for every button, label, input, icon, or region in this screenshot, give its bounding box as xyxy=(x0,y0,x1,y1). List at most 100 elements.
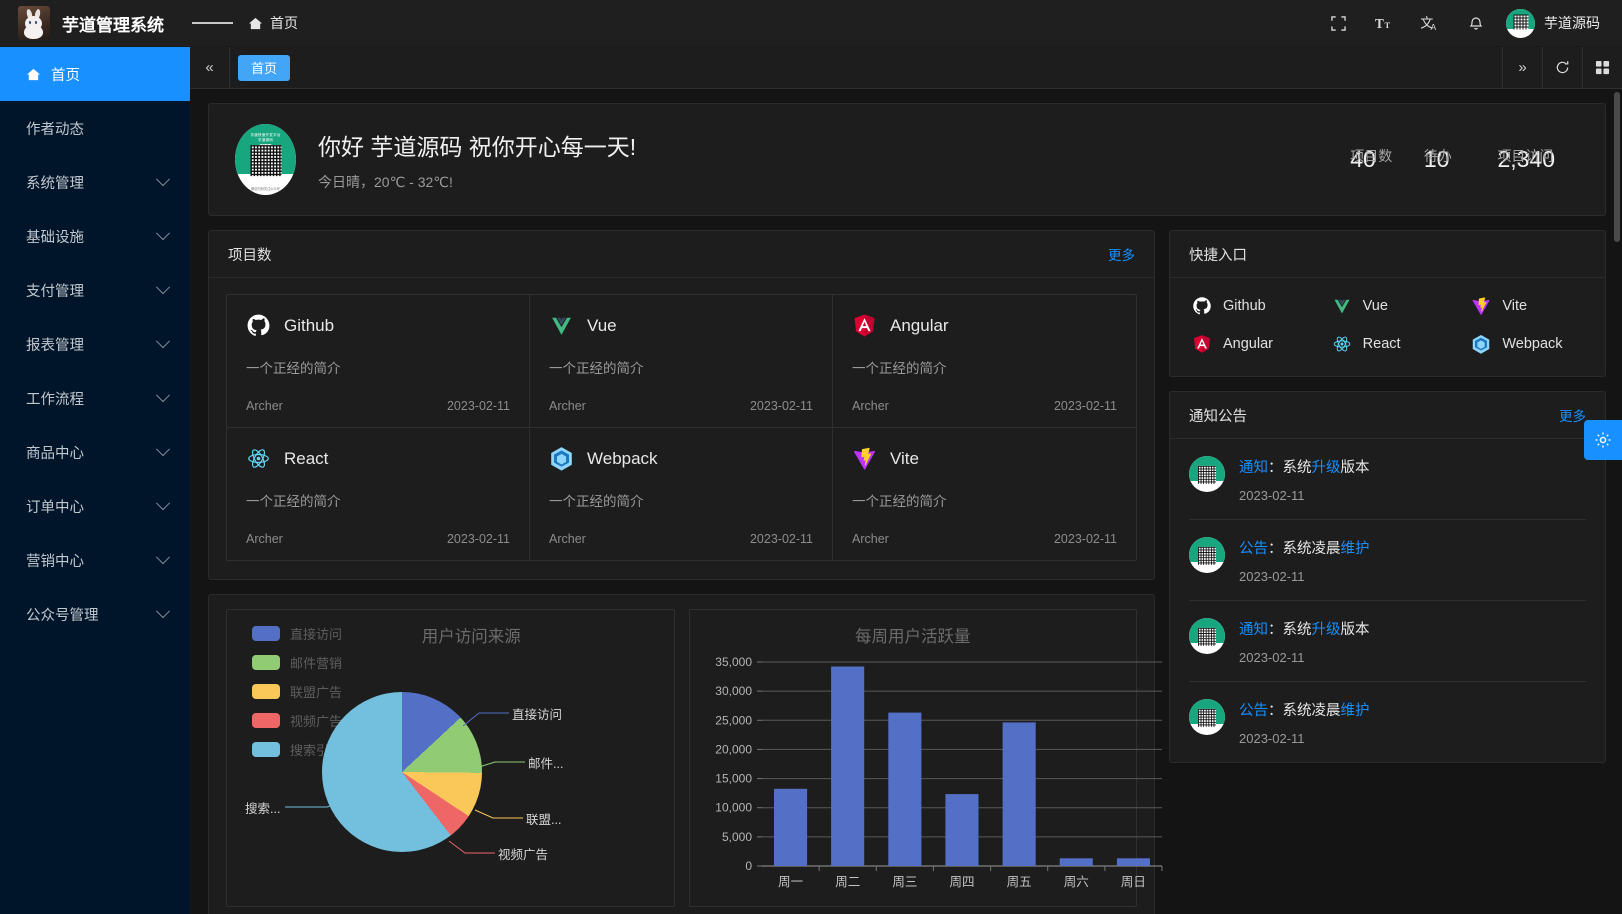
refresh-icon[interactable] xyxy=(1542,47,1582,88)
notice-avatar xyxy=(1189,618,1225,654)
project-card[interactable]: Vue 一个正经的简介 Archer 2023-02-11 xyxy=(530,295,833,428)
pie-legend-item[interactable]: 直接访问 xyxy=(252,624,342,643)
sidebar-item-label: 系统管理 xyxy=(26,175,84,192)
notice-item[interactable]: 公告：系统凌晨维护 2023-02-11 xyxy=(1189,682,1586,762)
project-date: 2023-02-11 xyxy=(749,532,813,546)
project-desc: 一个正经的简介 xyxy=(549,494,644,509)
sidebar-item-7[interactable]: 商品中心 xyxy=(0,425,190,479)
bell-icon[interactable] xyxy=(1456,3,1496,43)
user-menu[interactable]: 芋道源码 xyxy=(1502,8,1606,38)
project-card[interactable]: Github 一个正经的简介 Archer 2023-02-11 xyxy=(227,295,530,428)
sidebar-item-0[interactable]: 首页 xyxy=(0,47,190,101)
logo-area[interactable]: 芋道管理系统 xyxy=(0,6,190,40)
bar[interactable] xyxy=(830,666,864,867)
chevron-down-icon xyxy=(155,550,171,565)
quick-entry-item[interactable]: React xyxy=(1318,334,1458,354)
welcome-stat-value: 10 xyxy=(1423,146,1450,172)
menu-collapse-icon[interactable] xyxy=(190,20,234,27)
notice-item[interactable]: 通知：系统升级版本 2023-02-11 xyxy=(1189,439,1586,520)
quick-entry-item[interactable]: Angular xyxy=(1178,334,1318,354)
sidebar-item-1[interactable]: 作者动态 xyxy=(0,101,190,155)
notices-body: 通知：系统升级版本 2023-02-11 公告：系统凌晨维护 2023-02-11 通知… xyxy=(1170,439,1605,762)
pie-legend-swatch xyxy=(252,713,280,728)
charts-body: 用户访问来源 直接访问 邮件营销 联盟广告 视频广告 搜索引擎 xyxy=(209,595,1162,914)
github-icon xyxy=(246,313,271,338)
bar[interactable] xyxy=(887,712,921,866)
quick-entry-label: Angular xyxy=(1223,336,1273,352)
breadcrumb[interactable]: 首页 xyxy=(248,13,298,33)
webpack-icon xyxy=(549,446,574,471)
notice-avatar xyxy=(1189,537,1225,573)
welcome-greeting: 你好 芋道源码 祝你开心每一天! xyxy=(318,133,637,160)
sidebar-item-2[interactable]: 系统管理 xyxy=(0,155,190,209)
tabs-scroll-left-icon[interactable]: « xyxy=(190,47,230,88)
grid-layout-icon[interactable] xyxy=(1582,47,1622,88)
notice-date: 2023-02-11 xyxy=(1239,731,1305,746)
sidebar-item-3[interactable]: 基础设施 xyxy=(0,209,190,263)
translate-icon[interactable]: 文 A xyxy=(1410,3,1450,43)
bar[interactable] xyxy=(944,794,978,866)
sidebar-item-label: 支付管理 xyxy=(26,283,84,300)
quick-entry-item[interactable]: Webpack xyxy=(1457,334,1597,354)
notices-more-link[interactable]: 更多 xyxy=(1559,409,1586,424)
sidebar-item-9[interactable]: 营销中心 xyxy=(0,533,190,587)
tabs-scroll-right-icon[interactable]: » xyxy=(1502,47,1542,88)
svg-text:文: 文 xyxy=(1421,15,1433,30)
pie-chart-title: 用户访问来源 xyxy=(421,628,521,646)
sidebar-item-label: 作者动态 xyxy=(26,121,84,138)
y-tick-label: 20,000 xyxy=(715,742,752,756)
pie-legend-item[interactable]: 联盟广告 xyxy=(252,682,342,701)
notice-item[interactable]: 通知：系统升级版本 2023-02-11 xyxy=(1189,601,1586,682)
bar[interactable] xyxy=(1116,858,1150,866)
x-tick-label: 周一 xyxy=(778,875,803,889)
x-tick-label: 周日 xyxy=(1120,875,1145,889)
sidebar-item-5[interactable]: 报表管理 xyxy=(0,317,190,371)
sidebar-item-8[interactable]: 订单中心 xyxy=(0,479,190,533)
projects-more-link[interactable]: 更多 xyxy=(1108,248,1135,263)
project-author: Archer xyxy=(549,532,586,546)
react-icon xyxy=(1332,334,1352,354)
project-desc: 一个正经的简介 xyxy=(549,361,644,376)
project-author: Archer xyxy=(549,399,586,413)
pie-chart[interactable]: 用户访问来源 直接访问 邮件营销 联盟广告 视频广告 搜索引擎 xyxy=(226,609,675,907)
fullscreen-icon[interactable] xyxy=(1318,3,1358,43)
y-tick-label: 10,000 xyxy=(715,801,752,815)
notice-item[interactable]: 公告：系统凌晨维护 2023-02-11 xyxy=(1189,520,1586,601)
project-card[interactable]: Webpack 一个正经的简介 Archer 2023-02-11 xyxy=(530,428,833,560)
quick-entry-item[interactable]: Vite xyxy=(1457,296,1597,316)
gear-icon xyxy=(1595,432,1611,448)
settings-fab-button[interactable] xyxy=(1584,420,1622,460)
quick-entry-item[interactable]: Vue xyxy=(1318,296,1458,316)
sidebar: 首页作者动态系统管理基础设施支付管理报表管理 工作流程 商品中心 订单中心 营销中心公众… xyxy=(0,0,190,914)
project-card[interactable]: Vite 一个正经的简介 Archer 2023-02-11 xyxy=(833,428,1136,560)
welcome-stat-value: 2,340 xyxy=(1497,146,1555,172)
vertical-scrollbar[interactable] xyxy=(1614,92,1620,242)
pie-legend-item[interactable]: 邮件营销 xyxy=(252,653,342,672)
project-card[interactable]: React 一个正经的简介 Archer 2023-02-11 xyxy=(227,428,530,560)
sidebar-item-6[interactable]: 工作流程 xyxy=(0,371,190,425)
notice-date: 2023-02-11 xyxy=(1239,488,1305,503)
pie-legend-item[interactable]: 视频广告 xyxy=(252,711,342,730)
bar-chart[interactable]: 每周用户活跃量 0 5,000 10,000 15,000 20,000 25,000 30… xyxy=(688,609,1162,907)
project-header: React xyxy=(246,446,510,471)
chevron-down-icon xyxy=(155,604,171,619)
project-card[interactable]: Angular 一个正经的简介 Archer 2023-02-11 xyxy=(833,295,1136,428)
sidebar-item-label: 基础设施 xyxy=(26,229,84,246)
project-date: 2023-02-11 xyxy=(446,532,510,546)
pie-label-1: 邮件... xyxy=(528,757,564,771)
sidebar-item-label: 公众号管理 xyxy=(26,607,99,624)
bar[interactable] xyxy=(773,788,807,866)
sidebar-item-10[interactable]: 公众号管理 xyxy=(0,587,190,641)
project-header: Angular xyxy=(852,313,1117,338)
sidebar-item-4[interactable]: 支付管理 xyxy=(0,263,190,317)
bar[interactable] xyxy=(1002,722,1036,866)
bar[interactable] xyxy=(1059,858,1093,866)
y-tick-label: 5,000 xyxy=(721,830,751,844)
font-size-icon[interactable]: T T xyxy=(1364,3,1404,43)
tab-0[interactable]: 首页 xyxy=(238,54,291,81)
quick-entry-item[interactable]: Github xyxy=(1178,296,1318,316)
notice-title: 公告：系统凌晨维护 xyxy=(1239,703,1370,719)
quick-entry-label: Github xyxy=(1223,298,1266,314)
avatar xyxy=(1506,8,1535,38)
project-footer: Archer 2023-02-11 xyxy=(549,532,813,546)
